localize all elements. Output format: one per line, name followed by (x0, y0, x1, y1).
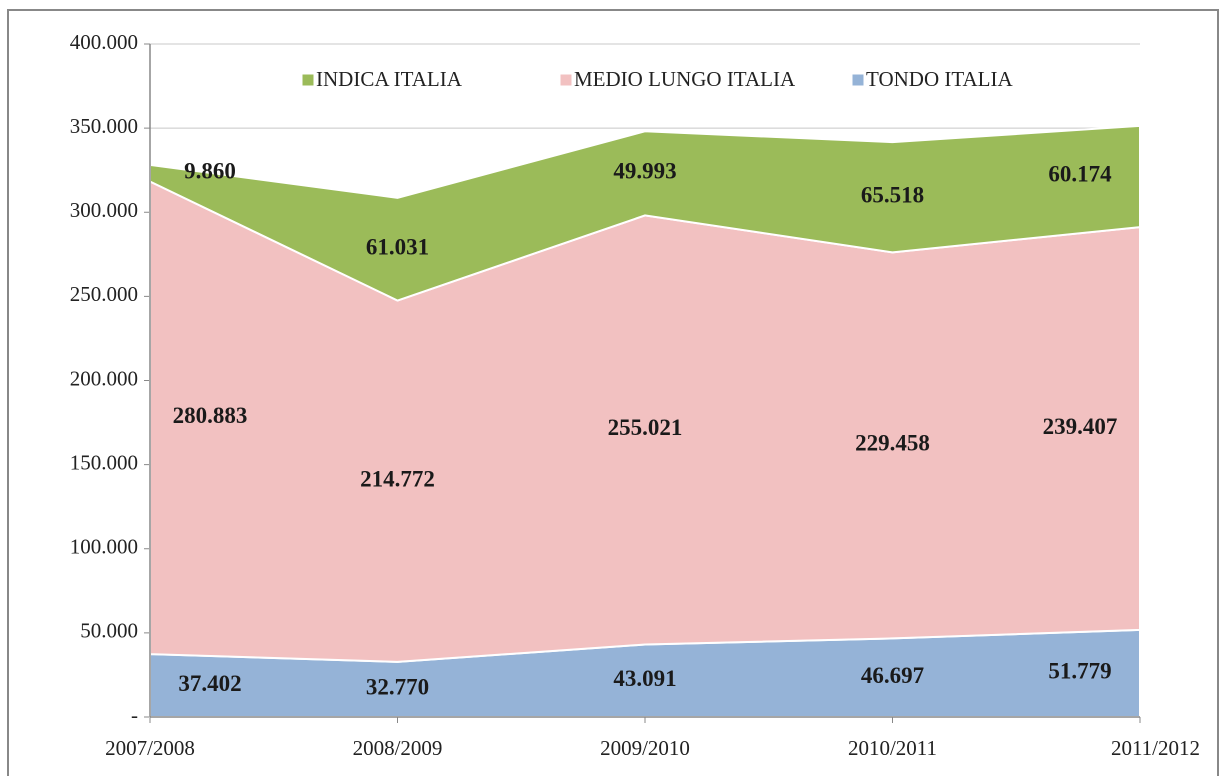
value-label: 37.402 (178, 671, 241, 696)
value-label: 9.860 (184, 158, 236, 183)
y-tick-label: - (131, 703, 138, 727)
x-tick-label: 2011/2012 (1111, 736, 1200, 760)
y-tick-label: 200.000 (70, 366, 138, 390)
value-label: 229.458 (855, 431, 930, 456)
value-label: 280.883 (173, 403, 248, 428)
value-label: 43.091 (613, 666, 676, 691)
legend-label: TONDO ITALIA (866, 67, 1013, 91)
value-label: 51.779 (1048, 659, 1111, 684)
legend-swatch (851, 73, 865, 87)
y-tick-label: 100.000 (70, 535, 138, 559)
value-label: 239.407 (1043, 414, 1118, 439)
y-tick-label: 250.000 (70, 282, 138, 306)
y-tick-label: 300.000 (70, 198, 138, 222)
value-label: 214.772 (360, 466, 435, 491)
value-label: 46.697 (861, 663, 924, 688)
legend-swatch (559, 73, 573, 87)
value-label: 65.518 (861, 183, 924, 208)
legend-label: MEDIO LUNGO ITALIA (574, 67, 796, 91)
legend-label: INDICA ITALIA (316, 67, 463, 91)
x-tick-label: 2010/2011 (848, 736, 937, 760)
y-tick-label: 50.000 (80, 619, 138, 643)
x-tick-label: 2007/2008 (105, 736, 195, 760)
value-label: 255.021 (608, 415, 683, 440)
area (149, 124, 1141, 302)
value-label: 61.031 (366, 234, 429, 259)
value-label: 60.174 (1048, 162, 1112, 187)
x-tick-label: 2008/2009 (353, 736, 443, 760)
value-label: 32.770 (366, 675, 429, 700)
value-label: 49.993 (613, 159, 676, 184)
x-tick-label: 2009/2010 (600, 736, 690, 760)
y-tick-label: 400.000 (70, 30, 138, 54)
y-tick-label: 350.000 (70, 114, 138, 138)
y-tick-label: 150.000 (70, 450, 138, 474)
legend-swatch (301, 73, 315, 87)
